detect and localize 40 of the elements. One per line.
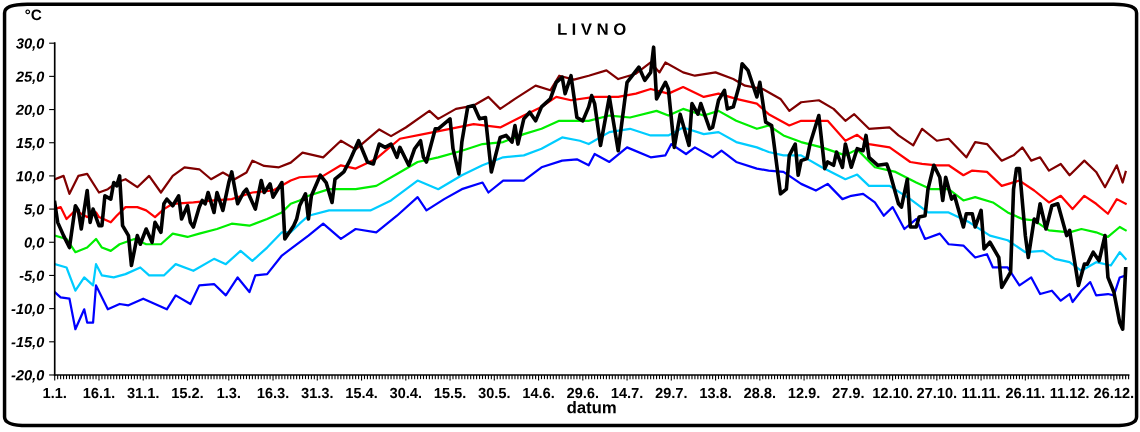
x-tick-label: 11.11.: [962, 388, 1000, 399]
y-tick-label: -15,0: [11, 336, 45, 350]
x-tick-label: 15.2.: [172, 387, 203, 399]
x-tick-label: 29.7.: [655, 387, 687, 399]
chart-title: L I V N O: [558, 23, 626, 36]
x-tick-label: 27.10.: [917, 387, 957, 399]
y-tick-label: 15,0: [16, 137, 45, 151]
x-tick-label: 16.1.: [83, 387, 115, 399]
y-tick-label: -20,0: [11, 370, 45, 383]
x-tick-label: 26.12.: [1094, 387, 1134, 399]
x-tick-label: 14.7.: [611, 388, 643, 399]
x-tick-label: 12.10.: [873, 387, 912, 399]
line-series: [54, 85, 1127, 224]
x-tick-label: 30.5.: [478, 387, 510, 399]
x-tick-label: 31.3.: [301, 387, 333, 399]
x-tick-label: 1.1.: [43, 388, 66, 399]
y-tick-label: -10,0: [11, 303, 45, 317]
x-axis-title: datum: [567, 401, 616, 414]
y-tick-label: 30,0: [16, 38, 45, 51]
y-tick-label: 20,0: [15, 104, 45, 118]
x-tick-label: 30.4.: [389, 387, 422, 399]
x-tick-label: 15.4.: [346, 388, 377, 399]
x-tick-label: 14.6.: [523, 387, 554, 399]
y-axis-title: °C: [25, 9, 42, 21]
x-tick-label: 28.8.: [744, 387, 776, 399]
x-tick-label: 13.8.: [700, 387, 731, 399]
x-tick-label: 31.1.: [127, 387, 159, 399]
x-tick-label: 1.3.: [217, 387, 240, 399]
x-tick-label: 12.9.: [788, 387, 820, 399]
y-tick-label: 0,0: [24, 237, 45, 250]
y-tick-label: 10,0: [16, 171, 45, 184]
x-tick-label: 11.12.: [1050, 387, 1089, 399]
y-tick-label: 5,0: [24, 204, 45, 217]
x-tick-label: 29.6.: [567, 387, 599, 399]
y-tick-label: 25,0: [15, 71, 45, 84]
x-tick-label: 15.5.: [434, 388, 466, 399]
x-tick-label: 26.11.: [1005, 387, 1045, 399]
y-tick-label: -5,0: [19, 270, 45, 283]
x-tick-label: 27.9.: [832, 387, 864, 399]
x-tick-label: 16.3.: [257, 387, 289, 399]
